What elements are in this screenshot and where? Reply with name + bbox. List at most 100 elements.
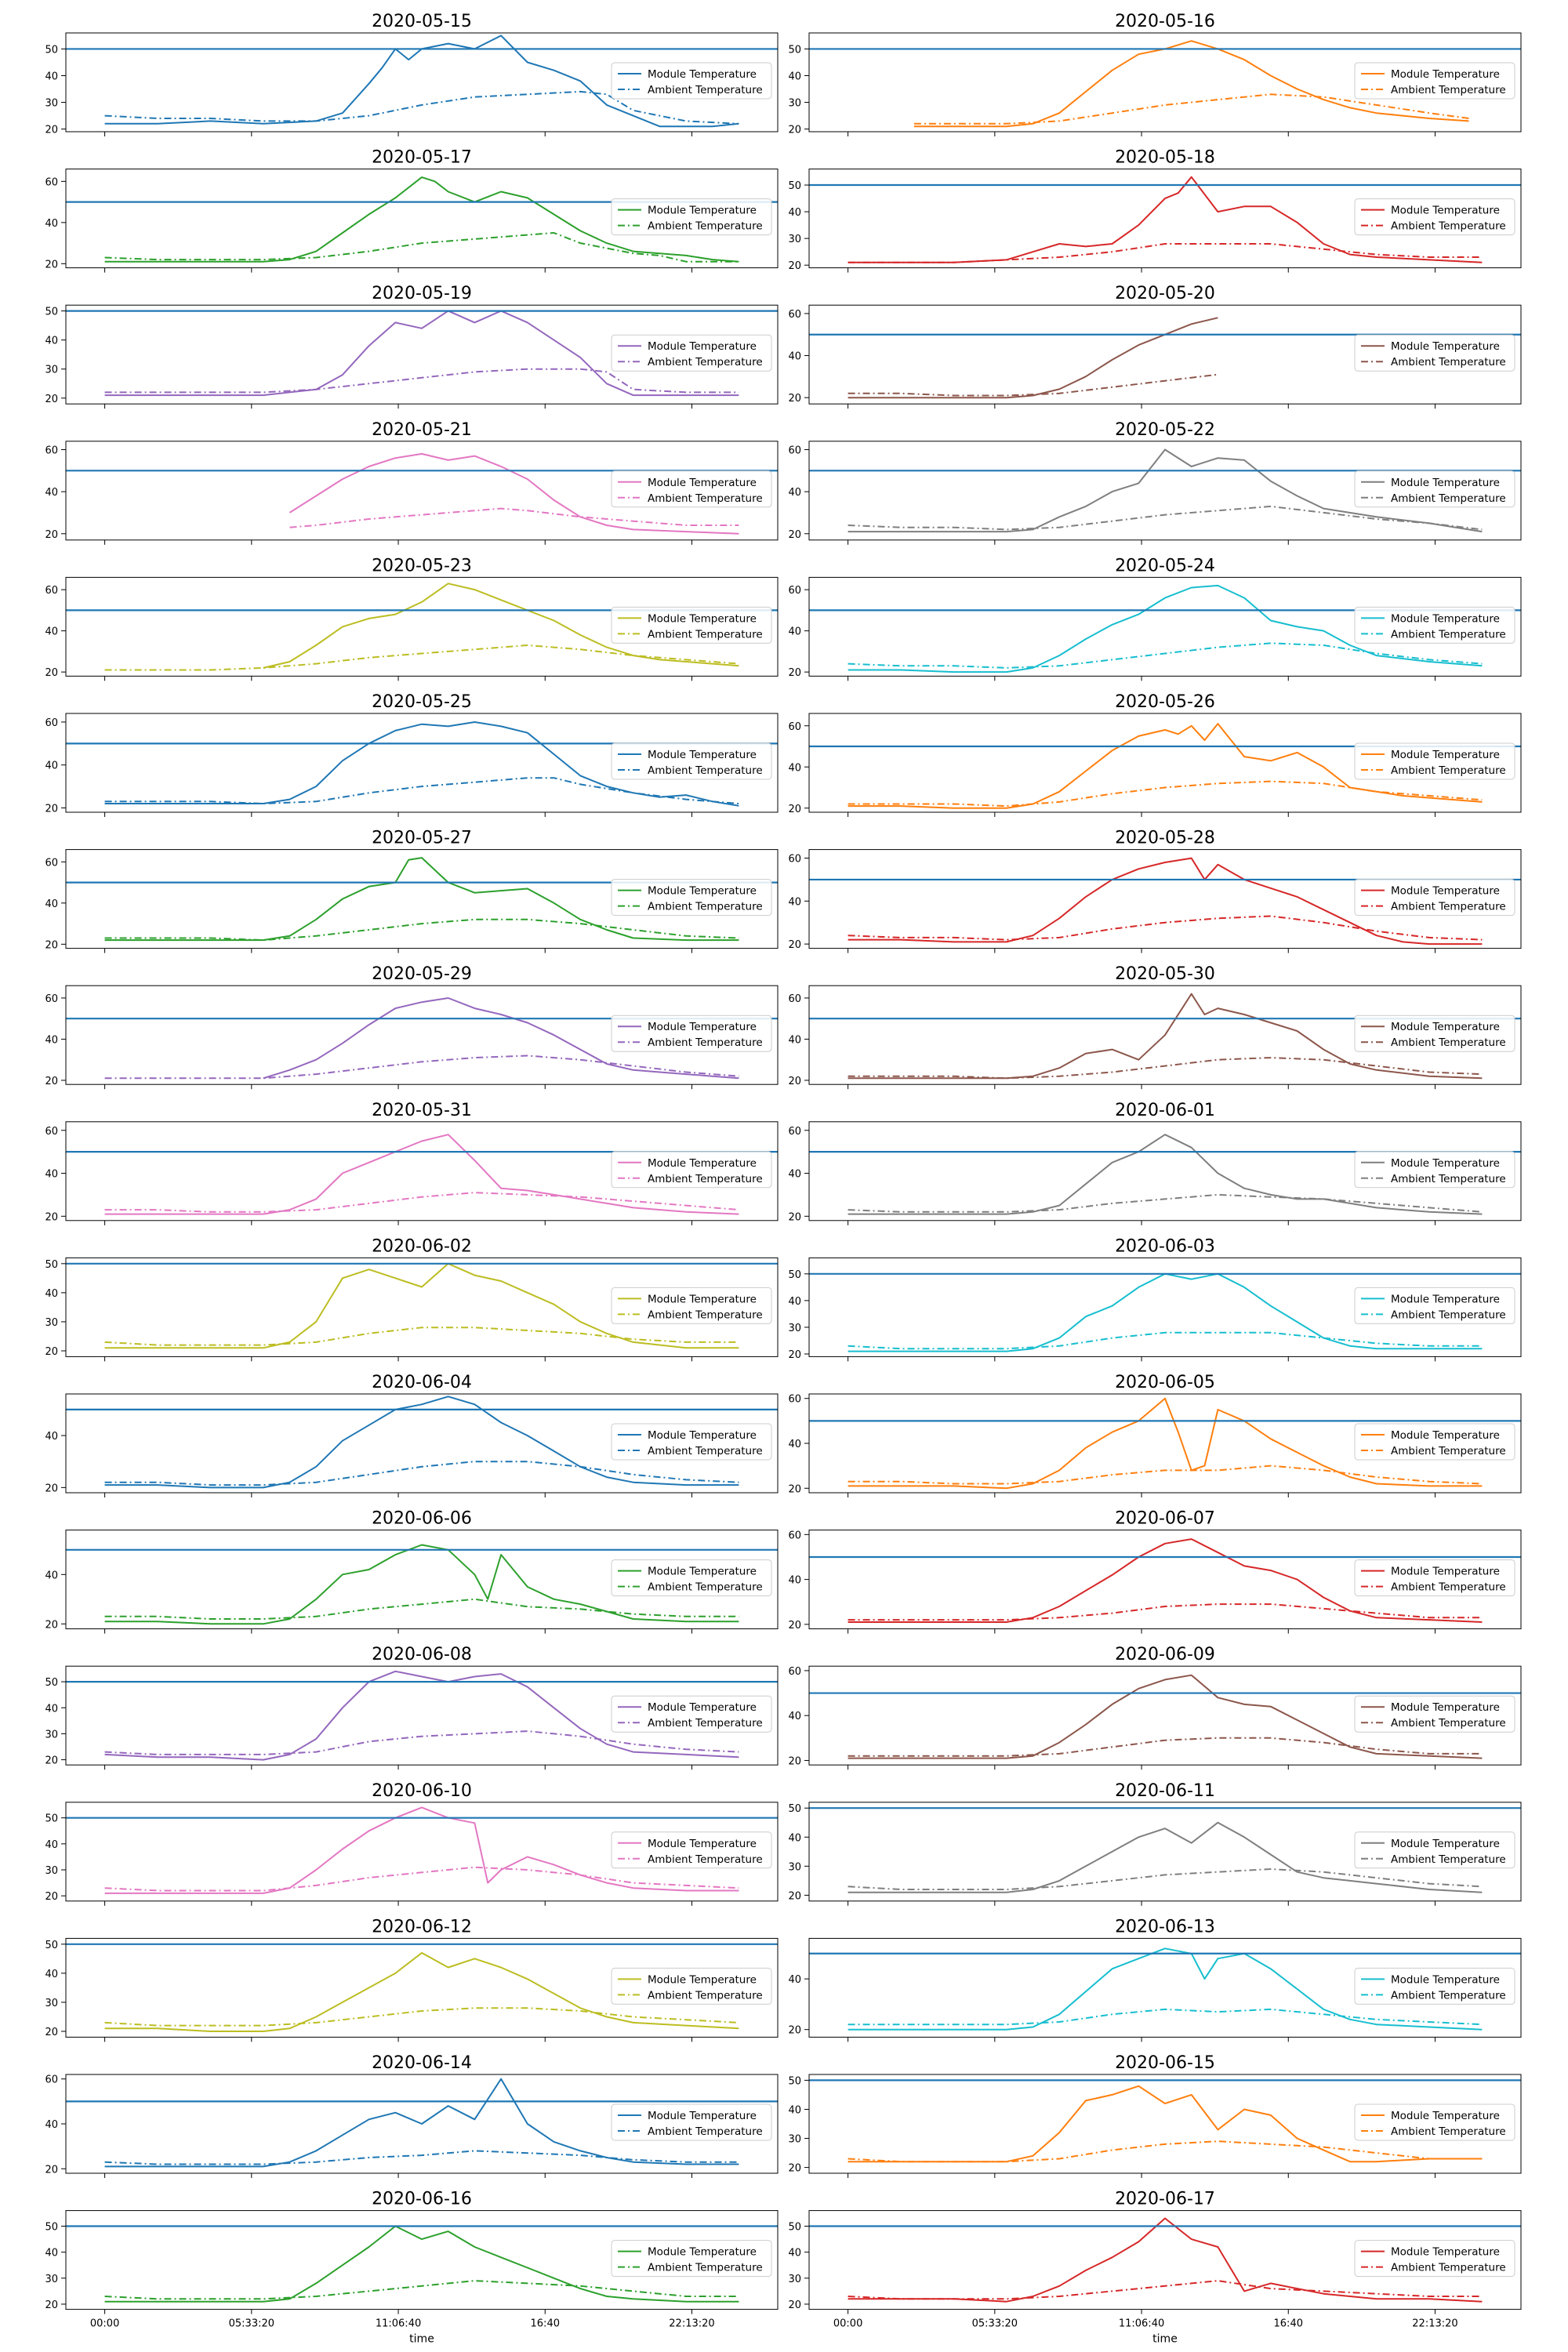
legend: Module Temperature Ambient Temperature <box>1354 1831 1515 1869</box>
legend-box <box>611 1014 772 1052</box>
y-tick-label: 20 <box>788 2299 801 2311</box>
subplot-title: 2020-05-28 <box>1115 829 1215 848</box>
module-temperature-line <box>263 997 739 1080</box>
subplot-2020-06-03: 2020-06-03 20 30 40 50 Module Temperature Ambi… <box>788 1236 1522 1362</box>
y-tick-label: 40 <box>788 351 801 363</box>
plot-area <box>809 1397 1521 1490</box>
legend-box <box>1354 1967 1515 2005</box>
subplot-2020-05-27: 2020-05-27 20 40 60 Module Temperature Ambien… <box>45 829 779 953</box>
legend-box <box>1354 1831 1515 1869</box>
y-tick-label: 20 <box>45 2299 58 2311</box>
subplot-2020-05-31: 2020-05-31 20 40 60 Module Temperature Ambien… <box>45 1101 779 1225</box>
axes-frame <box>65 2210 779 2310</box>
legend-label: Module Temperature <box>648 1157 757 1170</box>
legend-label: Ambient Temperature <box>1391 356 1506 368</box>
subplot-title: 2020-06-03 <box>1115 1236 1215 1256</box>
module-temperature-line <box>104 1670 739 1761</box>
subplot-2020-06-01: 2020-06-01 20 40 60 Module Temperature Ambien… <box>788 1101 1522 1225</box>
y-tick-label: 40 <box>788 1296 801 1308</box>
ambient-temperature-line <box>848 243 1483 263</box>
subplot-title: 2020-06-12 <box>372 1917 472 1936</box>
legend: Module Temperature Ambient Temperature <box>1354 1423 1515 1461</box>
subplot-title: 2020-06-16 <box>372 2190 472 2209</box>
axes-frame <box>808 1530 1522 1630</box>
legend-label: Ambient Temperature <box>1391 764 1506 777</box>
y-tick-label: 30 <box>788 98 801 110</box>
legend-label: Ambient Temperature <box>648 1989 763 2002</box>
legend-label: Ambient Temperature <box>648 356 763 368</box>
module-temperature-line <box>848 1397 1483 1490</box>
legend-label: Ambient Temperature <box>1391 1989 1506 2002</box>
legend: Module Temperature Ambient Temperature <box>611 1559 772 1597</box>
ambient-temperature-line <box>104 2150 739 2165</box>
module-temperature-line <box>104 1134 739 1215</box>
y-tick-label: 20 <box>45 125 58 136</box>
plot-area <box>809 1947 1521 2031</box>
plot-area <box>809 1674 1521 1759</box>
y-tick-label: 20 <box>788 1755 801 1767</box>
legend-box <box>1354 1695 1515 1733</box>
y-tick-label: 60 <box>788 1530 801 1541</box>
legend: Module Temperature Ambient Temperature <box>611 879 772 916</box>
y-tick-label: 20 <box>788 125 801 136</box>
subplot-title: 2020-05-30 <box>1115 964 1215 984</box>
legend: Module Temperature Ambient Temperature <box>1354 742 1515 780</box>
ambient-temperature-line <box>104 1461 739 1486</box>
legend-label: Module Temperature <box>1391 1566 1500 1578</box>
legend-label: Ambient Temperature <box>648 1173 763 1185</box>
y-tick-label: 20 <box>788 1211 801 1223</box>
subplot-title: 2020-05-23 <box>372 556 472 575</box>
y-tick-label: 60 <box>45 857 58 869</box>
plot-area <box>66 1670 778 1761</box>
ambient-temperature-line <box>104 2007 739 2027</box>
y-tick-label: 60 <box>45 585 58 597</box>
y-tick-label: 60 <box>788 309 801 321</box>
legend-label: Module Temperature <box>1391 68 1500 81</box>
plot-area <box>809 2217 1521 2303</box>
legend: Module Temperature Ambient Temperature <box>611 1287 772 1324</box>
legend-label: Ambient Temperature <box>648 1445 763 1457</box>
legend-label: Module Temperature <box>1391 612 1500 625</box>
subplot-title: 2020-06-11 <box>1115 1781 1215 1801</box>
legend-label: Module Temperature <box>1391 1021 1500 1033</box>
subplot-title: 2020-06-10 <box>372 1781 472 1801</box>
y-tick-label: 40 <box>788 207 801 219</box>
module-temperature-line <box>104 2225 739 2303</box>
y-tick-label: 20 <box>45 1211 58 1223</box>
legend-box <box>611 334 772 372</box>
legend-label: Module Temperature <box>648 885 757 898</box>
ambient-temperature-line <box>848 1331 1483 1350</box>
subplot-2020-06-02: 2020-06-02 20 30 40 50 Module Temperature Ambi… <box>45 1236 779 1362</box>
legend-box <box>1354 606 1515 644</box>
y-tick-label: 40 <box>788 762 801 774</box>
legend: Module Temperature Ambient Temperature <box>611 334 772 372</box>
legend-label: Ambient Temperature <box>648 220 763 233</box>
module-temperature-line <box>848 1674 1483 1759</box>
y-tick-label: 20 <box>788 1890 801 1902</box>
legend-box <box>611 2103 772 2141</box>
legend-label: Ambient Temperature <box>1391 1853 1506 1866</box>
ambient-temperature-line <box>104 368 739 394</box>
legend-box <box>1354 2240 1515 2278</box>
ambient-temperature-line <box>104 1054 739 1080</box>
subplot-2020-06-06: 2020-06-06 20 40 Module Temperature Ambient … <box>45 1509 779 1634</box>
ambient-temperature-line <box>848 373 1218 397</box>
legend: Module Temperature Ambient Temperature <box>611 1831 772 1869</box>
legend-box <box>1354 1559 1515 1597</box>
y-tick-label: 60 <box>788 1394 801 1406</box>
y-tick-label: 30 <box>788 234 801 245</box>
y-tick-label: 20 <box>45 1891 58 1903</box>
y-tick-label: 20 <box>788 804 801 815</box>
y-tick-label: 40 <box>45 1431 58 1443</box>
ambient-temperature-line <box>104 232 739 263</box>
y-tick-label: 40 <box>788 1711 801 1722</box>
subplot-title: 2020-06-01 <box>1115 1101 1215 1120</box>
legend-label: Module Temperature <box>648 1566 757 1578</box>
subplot-title: 2020-05-24 <box>1115 556 1215 575</box>
module-temperature-line <box>104 1262 739 1349</box>
y-tick-label: 40 <box>788 1974 801 1986</box>
y-tick-label: 40 <box>788 1832 801 1844</box>
legend-box <box>1354 879 1515 916</box>
legend-label: Module Temperature <box>1391 885 1500 898</box>
plot-area <box>66 1396 778 1489</box>
